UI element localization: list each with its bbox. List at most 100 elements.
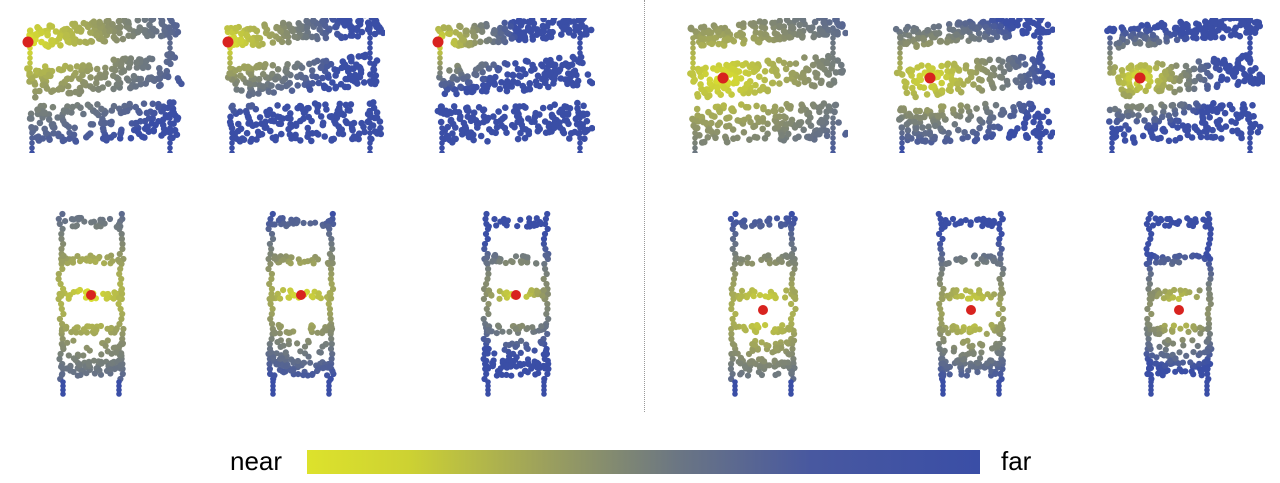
cloud-point [270, 391, 276, 397]
cloud-point [1169, 328, 1176, 335]
cloud-point [60, 252, 67, 259]
cloud-point [1152, 360, 1159, 367]
cloud-point [268, 320, 276, 328]
cloud-point [1137, 62, 1144, 69]
cloud-point [266, 365, 273, 373]
cloud-point [775, 370, 782, 377]
cloud-point [943, 38, 951, 46]
cloud-point [488, 292, 495, 299]
cloud-point [1251, 19, 1259, 26]
cloud-point [942, 138, 949, 145]
cloud-point [1114, 117, 1121, 124]
cloud-point [562, 110, 570, 117]
cloud-point [1029, 56, 1036, 63]
cloud-point [58, 235, 65, 243]
cloud-point [1037, 30, 1043, 36]
cloud-point [1021, 61, 1029, 68]
cloud-point [295, 371, 302, 378]
cloud-point [728, 305, 735, 313]
cloud-point [785, 130, 792, 138]
cloud-point [1256, 123, 1264, 131]
cloud-point [439, 135, 445, 141]
cloud-point [268, 31, 276, 38]
cloud-point [1230, 73, 1238, 80]
cloud-point [940, 383, 946, 389]
cloud-point [775, 361, 782, 368]
cloud-point [40, 109, 47, 117]
cloud-point [904, 132, 912, 140]
cloud-point [1207, 24, 1215, 31]
cloud-point [96, 19, 103, 27]
cloud-point [728, 360, 735, 368]
cloud-point [73, 222, 80, 229]
cloud-point [336, 110, 343, 118]
cloud-point [97, 35, 105, 43]
cloud-point [996, 387, 1002, 393]
cloud-point [501, 218, 509, 225]
cloud-point [178, 80, 185, 88]
cloud-point [772, 326, 779, 333]
cloud-point [132, 103, 139, 111]
cloud-point [367, 60, 373, 66]
cloud-point [1034, 18, 1041, 21]
cloud-point [1241, 70, 1248, 78]
cloud-point [105, 80, 112, 87]
cloud-point [761, 30, 769, 38]
cloud-point [740, 129, 748, 136]
cloud-point [780, 27, 788, 35]
cloud-point [44, 30, 51, 38]
cloud-point [102, 64, 109, 72]
cloud-point [313, 73, 320, 81]
cloud-point [561, 26, 569, 33]
cloud-point [756, 292, 764, 299]
cloud-point [1169, 340, 1177, 347]
cloud-point [269, 221, 276, 228]
cloud-point [351, 135, 359, 142]
cloud-point [326, 383, 332, 389]
cloud-point [1199, 115, 1207, 123]
cloud-point [479, 75, 487, 83]
cloud-point [742, 103, 750, 111]
shelf-point-cloud [727, 210, 799, 397]
cloud-point [1120, 79, 1127, 87]
cloud-point [788, 391, 794, 397]
cloud-point [1223, 76, 1231, 83]
cloud-point [1002, 33, 1009, 41]
cloud-point [901, 78, 908, 85]
cloud-point [938, 290, 945, 298]
cloud-point [551, 75, 558, 82]
cloud-point [493, 330, 500, 337]
cloud-point [266, 360, 273, 368]
cloud-point [517, 371, 524, 378]
cloud-point [1003, 19, 1010, 26]
cloud-point [496, 288, 503, 295]
cloud-point [945, 260, 952, 267]
cloud-point [280, 220, 287, 227]
cloud-point [745, 70, 752, 77]
cloud-point [539, 292, 546, 299]
cloud-point [705, 29, 713, 37]
cloud-point [973, 216, 981, 223]
cloud-point [816, 61, 824, 69]
cloud-point [1226, 68, 1234, 75]
cloud-point [720, 84, 728, 92]
cloud-point [102, 70, 109, 77]
cloud-point [967, 288, 974, 295]
cloud-point [694, 91, 701, 98]
cloud-point [437, 70, 443, 76]
cloud-point [1037, 40, 1043, 46]
cloud-point [501, 19, 508, 27]
cloud-point [1166, 216, 1173, 223]
cloud-point [1205, 260, 1212, 268]
cloud-point [247, 71, 255, 78]
cloud-point [1251, 120, 1259, 128]
cloud-point [308, 293, 315, 300]
cloud-point [968, 69, 976, 76]
cloud-point [328, 355, 335, 363]
cloud-point [116, 383, 122, 389]
cloud-point [700, 29, 708, 36]
cloud-point [1143, 220, 1150, 228]
cloud-point [1171, 30, 1179, 38]
cloud-point [514, 79, 521, 87]
cloud-point [1167, 357, 1174, 364]
